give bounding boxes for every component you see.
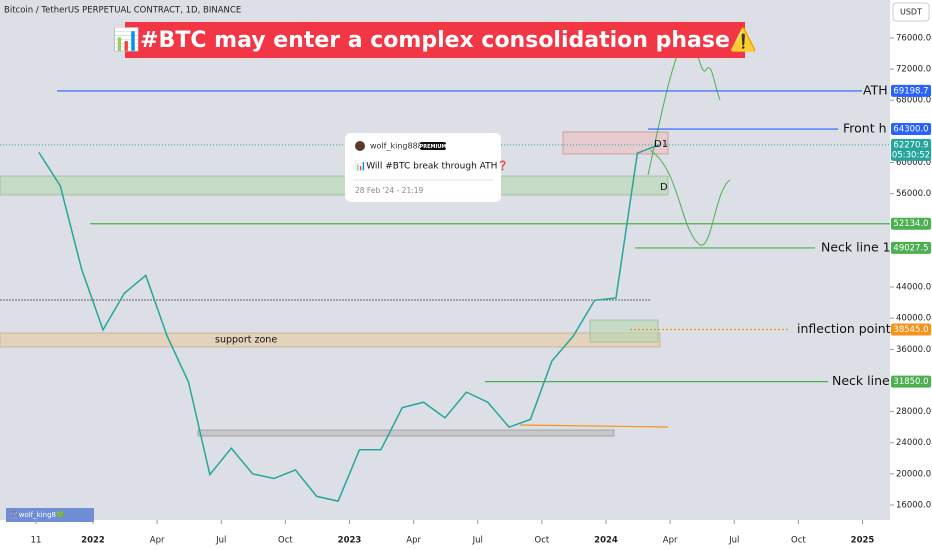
x-tick-label: Oct xyxy=(278,536,293,546)
level-name: ATH xyxy=(863,82,888,97)
x-tick-label: Jul xyxy=(728,536,739,546)
avatar xyxy=(355,141,365,151)
x-tick-label: 2025 xyxy=(851,536,875,546)
inflection-zone xyxy=(589,319,659,343)
x-tick-label: 2022 xyxy=(81,536,105,546)
watermark-bg xyxy=(6,508,94,522)
post-badge: PREMIUM xyxy=(420,144,447,150)
level-axis-label: 31850.0 xyxy=(893,377,928,387)
level-axis-box xyxy=(891,84,931,97)
y-tick-label: 60000.0 xyxy=(896,158,931,168)
plot-bg xyxy=(0,0,890,520)
y-tick-label: 76000.0 xyxy=(896,33,931,43)
y-tick-label: 20000.0 xyxy=(896,469,931,479)
y-tick-label: 40000.0 xyxy=(896,314,931,324)
x-tick-label: Oct xyxy=(791,536,806,546)
level-name: inflection point xyxy=(797,321,891,336)
level-axis-label: 64300.0 xyxy=(893,125,928,135)
level-axis-box xyxy=(891,123,931,136)
x-tick-label: 11 xyxy=(31,536,42,546)
d1-zone xyxy=(562,131,669,155)
y-tick-label: 72000.0 xyxy=(896,65,931,75)
watermark: 🏹wolf_king8💚 xyxy=(10,510,65,519)
post-date: 28 Feb '24 - 21:19 xyxy=(355,186,424,195)
x-tick-label: Apr xyxy=(663,536,678,546)
x-tick-label: Jul xyxy=(215,536,226,546)
level-axis-box xyxy=(891,323,931,336)
currency[interactable]: USDT xyxy=(900,8,922,17)
level-name: Front h xyxy=(843,121,887,136)
level-axis-box xyxy=(891,375,931,388)
x-tick-label: 2023 xyxy=(338,536,362,546)
x-tick-label: Jul xyxy=(472,536,483,546)
last-price-label: 62270.9 xyxy=(893,140,928,150)
price-line xyxy=(38,144,660,502)
y-tick-label: 56000.0 xyxy=(896,189,931,199)
x-tick-label: Apr xyxy=(150,536,165,546)
annotation: D xyxy=(660,182,668,193)
support-zone xyxy=(0,332,661,348)
level-axis-label: 52134.0 xyxy=(893,219,928,229)
y-tick-label: 36000.0 xyxy=(896,345,931,355)
y-tick-label: 24000.0 xyxy=(896,438,931,448)
y-tick-label: 16000.0 xyxy=(896,500,931,510)
level-axis-box xyxy=(891,217,931,230)
level-name: Neck line 1 xyxy=(821,239,891,254)
countdown: 05:30:52 xyxy=(892,150,930,160)
post-author: wolf_king888 xyxy=(370,142,423,151)
post-text: 📊Will #BTC break through ATH❓ xyxy=(355,160,509,172)
level-axis-box xyxy=(891,241,931,254)
d-zone xyxy=(0,175,669,196)
time-axis-bg xyxy=(0,520,890,550)
badge-bg xyxy=(420,142,446,150)
y-tick-label: 28000.0 xyxy=(896,407,931,417)
last-price-box xyxy=(891,138,931,161)
level-axis-label: 38545.0 xyxy=(893,325,928,335)
annotation: support zone xyxy=(215,335,277,346)
annotation: D1 xyxy=(654,139,668,150)
x-tick-label: Oct xyxy=(535,536,550,546)
projection-down xyxy=(649,149,731,246)
x-tick-label: 2024 xyxy=(594,536,618,546)
post-card[interactable] xyxy=(345,133,501,202)
y-tick-label: 68000.0 xyxy=(896,96,931,106)
y-tick-label: 44000.0 xyxy=(896,283,931,293)
low-line xyxy=(519,424,669,428)
level-axis-label: 49027.5 xyxy=(893,243,928,253)
x-tick-label: Apr xyxy=(406,536,421,546)
level-name: Neck line xyxy=(832,373,890,388)
price-axis-bg xyxy=(890,0,932,550)
title-bg xyxy=(125,22,745,58)
level-axis-label: 69198.7 xyxy=(893,86,928,96)
symbol-title: Bitcoin / TetherUS PERPETUAL CONTRACT, 1… xyxy=(4,6,241,16)
bottom-zone xyxy=(197,429,615,437)
chart-title: 📊#BTC may enter a complex consolidation … xyxy=(113,27,758,53)
currency-box[interactable] xyxy=(892,2,930,22)
